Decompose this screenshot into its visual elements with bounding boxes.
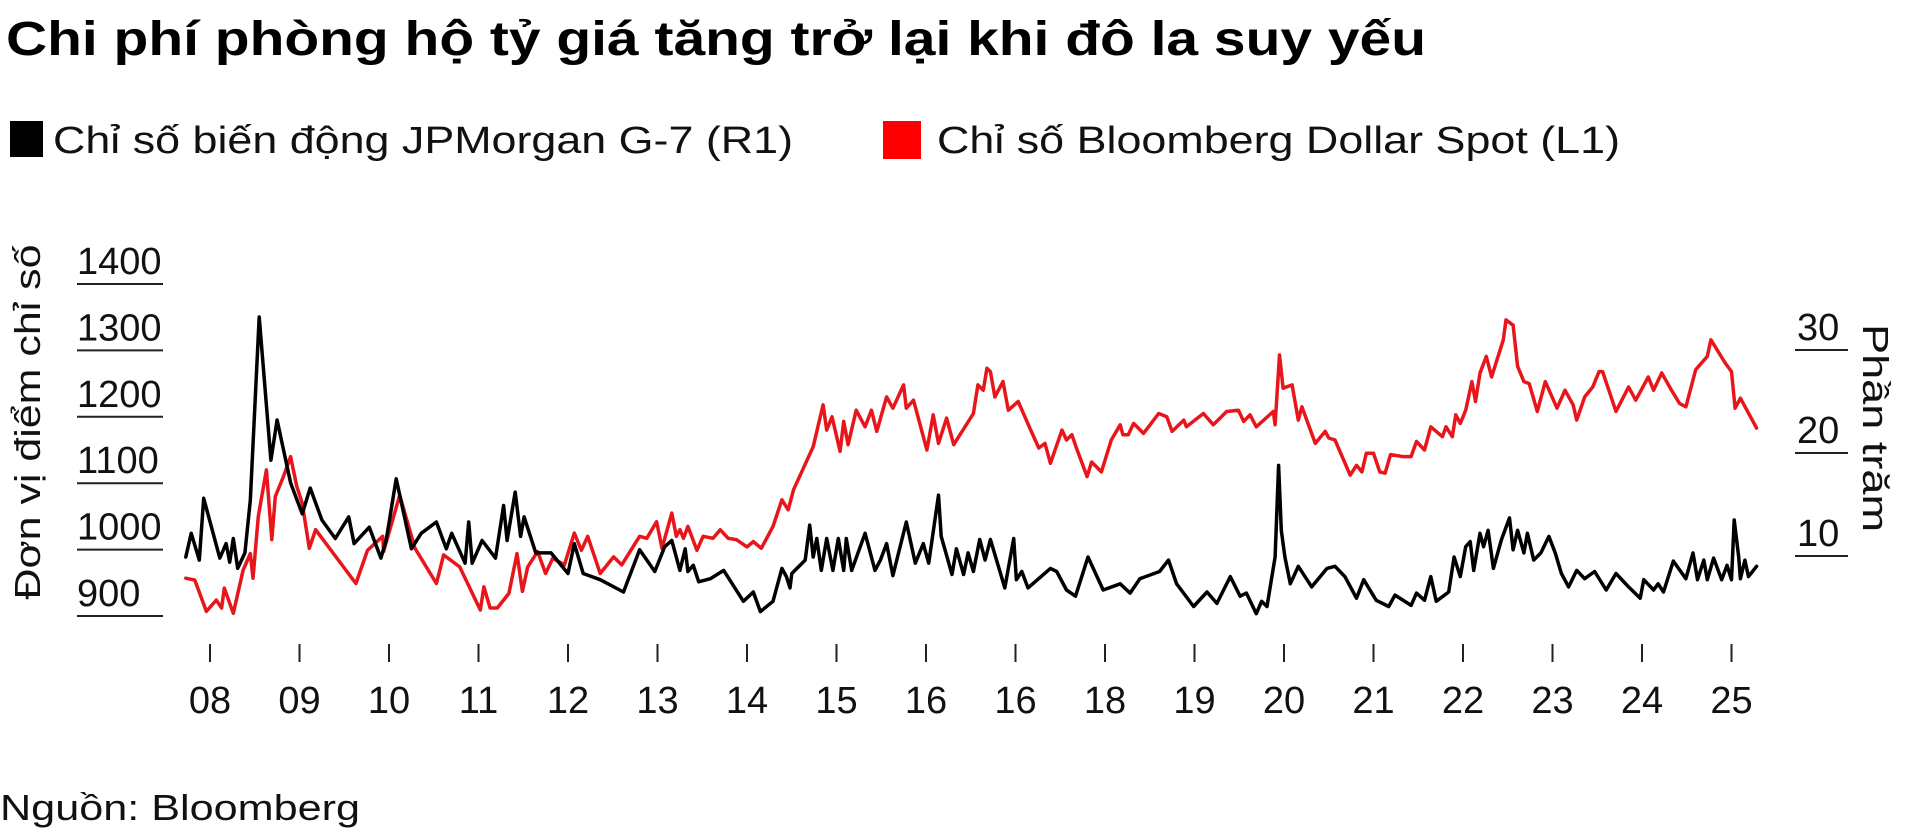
left-tick-label: 1300 <box>77 307 162 349</box>
right-tick-label: 10 <box>1797 513 1839 555</box>
left-tick-label: 1200 <box>77 374 162 416</box>
source-note: Nguồn: Bloomberg <box>0 787 360 828</box>
x-tick-label: 16 <box>994 680 1036 722</box>
x-tick-label: 11 <box>459 680 498 722</box>
x-tick-label: 24 <box>1621 680 1663 722</box>
left-tick-label: 1400 <box>77 241 162 283</box>
x-tick-label: 16 <box>905 680 947 722</box>
x-tick-label: 19 <box>1173 680 1215 722</box>
series-line-jpmorgan-g7-volatility <box>184 315 1759 616</box>
x-tick-label: 13 <box>636 680 678 722</box>
right-tick-label: 20 <box>1797 410 1839 452</box>
legend: Chỉ số biến động JPMorgan G-7 (R1) Chỉ s… <box>10 120 1620 162</box>
x-tick-label: 14 <box>726 680 768 722</box>
left-axis: 900 1000 1100 1200 1300 1400 <box>77 241 163 617</box>
x-tick-label: 22 <box>1442 680 1484 722</box>
x-tick-label: 20 <box>1263 680 1305 722</box>
right-axis: 10 20 30 <box>1795 307 1848 557</box>
plot-area <box>184 315 1759 616</box>
x-tick-label: 10 <box>368 680 410 722</box>
x-tick-label: 12 <box>547 680 589 722</box>
x-tick-label: 09 <box>278 680 320 722</box>
series-line-bloomberg-dollar-spot <box>184 318 1759 616</box>
x-tick-label: 08 <box>189 680 231 722</box>
x-tick-label: 23 <box>1531 680 1573 722</box>
x-tick-label: 15 <box>815 680 857 722</box>
left-tick-label: 1000 <box>77 507 162 549</box>
legend-swatch-bloomberg <box>883 121 921 159</box>
left-axis-title: Đơn vị điểm chỉ số <box>7 245 48 600</box>
right-tick-label: 30 <box>1797 307 1839 349</box>
legend-swatch-jpmorgan <box>10 121 43 157</box>
left-tick-label: 1100 <box>77 440 159 482</box>
x-tick-label: 25 <box>1710 680 1752 722</box>
x-axis: 08 09 10 11 12 13 14 15 16 16 18 19 20 21 22 23 24 25 <box>189 644 1753 722</box>
x-tick-label: 18 <box>1084 680 1126 722</box>
legend-label-jpmorgan: Chỉ số biến động JPMorgan G-7 (R1) <box>53 120 793 162</box>
chart-title: Chi phí phòng hộ tỷ giá tăng trở lại khi… <box>6 13 1426 66</box>
right-axis-title: Phần trăm <box>1855 324 1896 532</box>
left-tick-label: 900 <box>77 573 140 615</box>
legend-label-bloomberg: Chỉ số Bloomberg Dollar Spot (L1) <box>937 120 1620 162</box>
x-tick-label: 21 <box>1352 680 1394 722</box>
